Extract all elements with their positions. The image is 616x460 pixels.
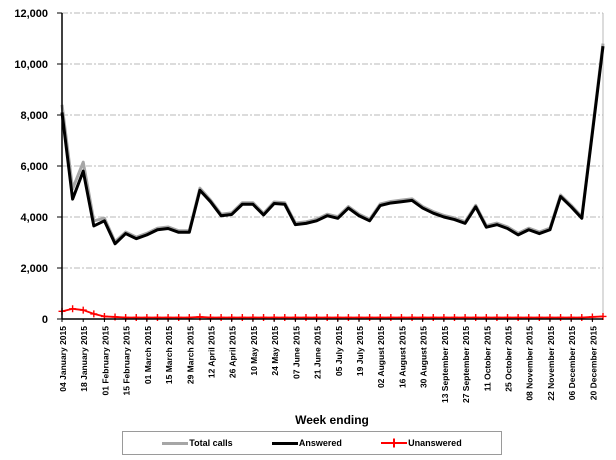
x-tick-label: 12 April 2015: [207, 326, 217, 378]
answered-line: [60, 45, 605, 246]
plus-marker-icon: [344, 313, 352, 321]
x-tick-label: 29 March 2015: [185, 326, 195, 384]
x-tick-label: 15 March 2015: [164, 326, 174, 384]
x-tick-label: 30 August 2015: [419, 326, 429, 388]
axis-labels: 0 2,000 4,000 6,000 8,000 10,000 12,000 04 Janu…: [14, 8, 598, 403]
calls-line-chart: 0 2,000 4,000 6,000 8,000 10,000 12,000 04 Janu…: [14, 8, 607, 427]
plus-marker-icon: [175, 313, 183, 321]
plus-marker-icon: [302, 313, 310, 321]
plus-marker-icon: [493, 313, 501, 321]
gridlines: [62, 12, 604, 319]
x-tick-label: 22 November 2015: [546, 326, 556, 401]
x-tick-label: 25 October 2015: [504, 326, 514, 392]
y-tick-label: 4,000: [20, 212, 48, 224]
x-tick-label: 20 December 2015: [588, 326, 598, 400]
x-tick-label: 24 May 2015: [270, 326, 280, 376]
legend-label-unanswered: Unanswered: [408, 438, 462, 448]
x-tick-label: 05 July 2015: [334, 326, 344, 376]
plus-marker-icon: [514, 313, 522, 321]
plus-marker-icon: [557, 313, 565, 321]
plus-marker-icon: [387, 313, 395, 321]
x-tick-label: 26 April 2015: [228, 326, 238, 378]
y-tick-label: 12,000: [14, 8, 48, 20]
y-tick-label: 8,000: [20, 110, 48, 122]
x-tick-label: 16 August 2015: [397, 326, 407, 388]
y-tick-label: 0: [42, 314, 48, 326]
y-tick-label: 6,000: [20, 161, 48, 173]
legend-label-answered: Answered: [298, 438, 342, 448]
x-tick-label: 06 December 2015: [567, 326, 577, 400]
legend-label-total-calls: Total calls: [189, 438, 233, 448]
plus-marker-icon: [69, 305, 77, 313]
plus-marker-icon: [408, 313, 416, 321]
plus-marker-icon: [153, 313, 161, 321]
x-tick-label: 02 August 2015: [376, 326, 386, 388]
x-tick-label: 18 January 2015: [79, 326, 89, 392]
chart-series: [58, 43, 607, 321]
total-calls-line-icon: [162, 441, 189, 445]
plus-marker-icon: [79, 306, 87, 314]
plus-marker-icon: [366, 313, 374, 321]
x-tick-label: 21 June 2015: [313, 326, 323, 379]
plus-marker-icon: [472, 313, 480, 321]
total-calls-line: [60, 43, 605, 244]
unanswered-line-plus-icon: [381, 438, 408, 448]
y-tick-label: 10,000: [14, 59, 48, 71]
unanswered-line: [61, 307, 604, 319]
plus-marker-icon: [323, 313, 331, 321]
plus-marker-icon: [535, 313, 543, 321]
plus-marker-icon: [281, 313, 289, 321]
x-tick-label: 04 January 2015: [58, 326, 68, 392]
plus-marker-icon: [578, 313, 586, 321]
x-tick-label: 01 February 2015: [100, 326, 110, 396]
x-tick-label: 27 September 2015: [461, 326, 471, 403]
answered-line-icon: [271, 441, 298, 445]
x-tick-label: 19 July 2015: [355, 326, 365, 376]
x-axis-title: Week ending: [295, 413, 369, 427]
legend-item-total-calls: Total calls: [162, 438, 233, 448]
plus-marker-icon: [217, 313, 225, 321]
plus-marker-icon: [90, 310, 98, 318]
chart-legend: Total calls Answered Unanswered: [122, 431, 502, 455]
plus-marker-icon: [238, 313, 246, 321]
x-tick-label: 15 February 2015: [122, 326, 132, 396]
plus-marker-icon: [393, 438, 396, 448]
x-tick-label: 11 October 2015: [482, 326, 492, 391]
x-tick-label: 08 November 2015: [525, 326, 535, 401]
x-tick-label: 10 May 2015: [249, 326, 259, 376]
x-tick-label: 07 June 2015: [291, 326, 301, 379]
plus-marker-icon: [429, 313, 437, 321]
legend-item-unanswered: Unanswered: [381, 438, 462, 448]
x-tick-label: 13 September 2015: [440, 326, 450, 403]
y-tick-label: 2,000: [20, 263, 48, 275]
plus-marker-icon: [132, 313, 140, 321]
legend-item-answered: Answered: [271, 438, 342, 448]
x-tick-label: 01 March 2015: [143, 326, 153, 384]
plus-marker-icon: [260, 313, 268, 321]
axes: [57, 12, 603, 322]
plus-marker-icon: [450, 313, 458, 321]
